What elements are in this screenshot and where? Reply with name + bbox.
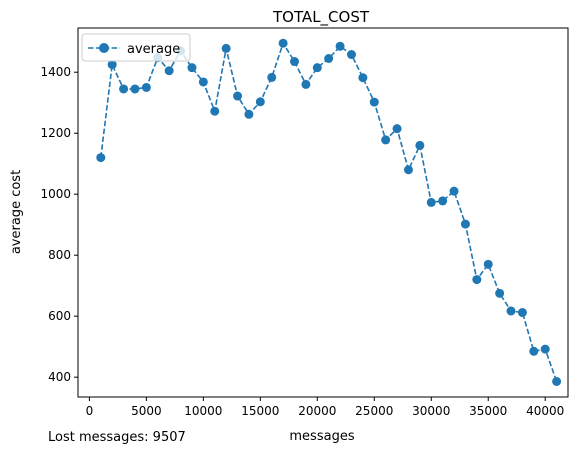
data-point [96, 153, 106, 163]
data-point [278, 38, 288, 48]
data-point [552, 376, 562, 386]
data-point [255, 97, 265, 107]
y-tick-label: 600 [48, 309, 71, 323]
data-point [483, 259, 493, 269]
x-tick-label: 40000 [526, 404, 564, 418]
data-point [403, 165, 413, 175]
data-point [449, 186, 459, 196]
data-point [233, 91, 243, 101]
data-point [358, 73, 368, 83]
data-point [187, 63, 197, 73]
data-point [312, 63, 322, 73]
data-point [335, 41, 345, 51]
legend-box [81, 33, 191, 62]
data-point [244, 109, 254, 119]
x-tick-label: 35000 [469, 404, 507, 418]
data-point [198, 77, 208, 87]
data-point [506, 306, 516, 316]
y-axis-label: average cost [9, 170, 24, 254]
y-axis: 400 600 800 1000 1200 1400 [40, 65, 78, 384]
plot-area [77, 27, 569, 398]
series-line [99, 41, 558, 382]
data-point [529, 346, 539, 356]
data-point [107, 60, 117, 70]
data-point [164, 66, 174, 76]
x-tick-label: 20000 [298, 404, 336, 418]
data-point [141, 82, 151, 92]
legend-label: average [127, 42, 180, 57]
chart-title: TOTAL_COST [272, 8, 370, 27]
data-point [119, 84, 129, 94]
data-point [221, 43, 231, 53]
data-point [346, 50, 356, 60]
data-point [267, 72, 277, 82]
y-tick-label: 400 [48, 370, 71, 384]
data-point [301, 79, 311, 89]
x-tick-label: 0 [86, 404, 94, 418]
data-point [472, 275, 482, 285]
series-average [96, 38, 562, 386]
x-tick-label: 10000 [184, 404, 222, 418]
data-point [392, 124, 402, 134]
data-point [540, 344, 550, 354]
legend-marker [99, 43, 109, 53]
data-point [369, 97, 379, 107]
y-tick-label: 1000 [40, 187, 71, 201]
data-point [460, 219, 470, 229]
y-tick-label: 1200 [40, 126, 71, 140]
y-tick-label: 1400 [40, 65, 71, 79]
y-tick-label: 800 [48, 248, 71, 262]
x-axis: 0 5000 10000 15000 20000 25000 30000 35000 40000 [86, 397, 564, 418]
legend: average [81, 33, 191, 62]
data-point [426, 197, 436, 207]
data-point [210, 106, 220, 116]
data-point [415, 140, 425, 150]
lost-messages-note: Lost messages: 9507 [48, 430, 186, 445]
data-point [495, 288, 505, 298]
data-point [381, 135, 391, 145]
data-point [130, 84, 140, 94]
x-tick-label: 25000 [355, 404, 393, 418]
x-tick-label: 5000 [131, 404, 162, 418]
x-tick-label: 30000 [412, 404, 450, 418]
data-point [438, 196, 448, 206]
x-tick-label: 15000 [241, 404, 279, 418]
data-point [517, 308, 527, 318]
data-point [324, 53, 334, 63]
data-point [290, 57, 300, 67]
x-axis-label: messages [289, 429, 354, 444]
